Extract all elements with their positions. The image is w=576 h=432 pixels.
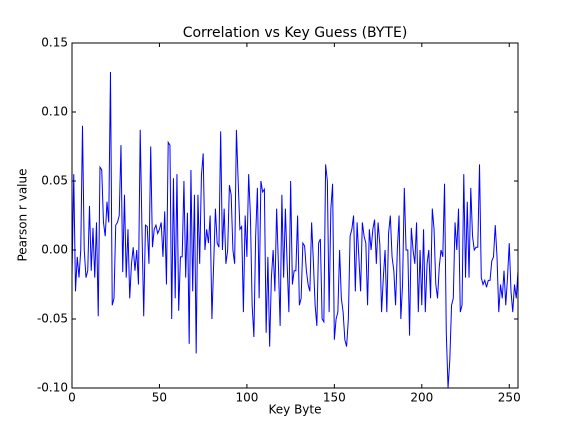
y-axis-label: Pearson r value [16,168,30,261]
y-tick-label: 0.15 [41,36,68,50]
data-line [71,71,519,389]
x-tick-label: 100 [235,391,258,405]
x-tick-label: 200 [410,391,433,405]
x-tick-label: 50 [152,391,167,405]
y-tick-label: 0.05 [41,174,68,188]
x-tick-label: 150 [323,391,346,405]
y-tick-label: -0.10 [37,381,68,395]
y-tick-label: 0.10 [41,105,68,119]
x-axis-label: Key Byte [269,403,322,417]
plot-frame [71,42,519,389]
x-tick-label: 250 [498,391,521,405]
y-tick-label: 0.00 [41,243,68,257]
chart-title: Correlation vs Key Guess (BYTE) [183,25,408,41]
x-tick-label: 0 [68,391,76,405]
y-tick-label: -0.05 [37,312,68,326]
